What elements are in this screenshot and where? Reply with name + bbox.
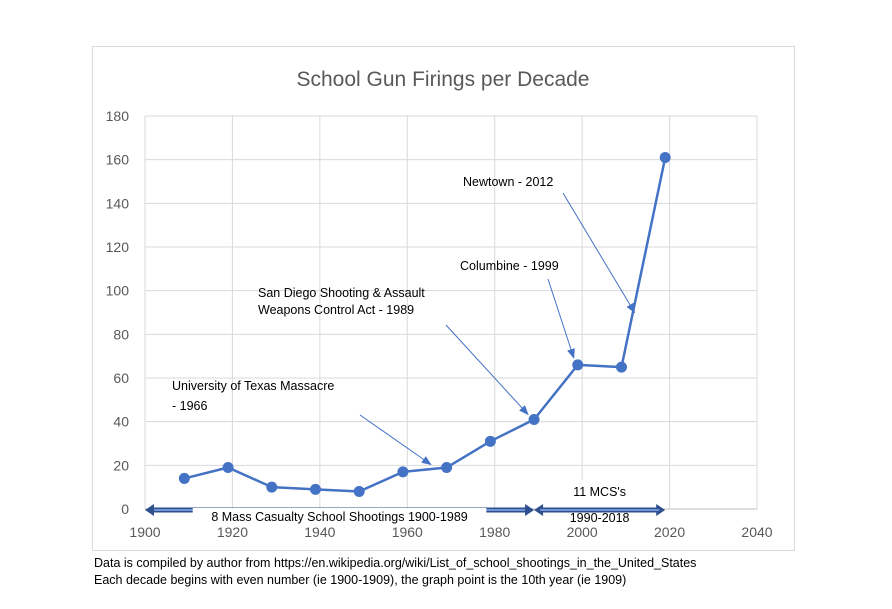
- x-tick-label: 2000: [567, 524, 598, 540]
- y-tick-label: 160: [106, 152, 130, 168]
- chart-frame: [92, 46, 795, 551]
- data-point: [572, 359, 584, 371]
- range-label-bg: [561, 480, 638, 524]
- annotation-label: - 1966: [172, 399, 207, 413]
- y-tick-label: 20: [113, 457, 129, 473]
- data-point: [441, 462, 453, 474]
- y-tick-label: 100: [106, 283, 130, 299]
- annotation-label: University of Texas Massacre: [172, 379, 334, 393]
- y-tick-label: 60: [113, 370, 129, 386]
- annotation-arrow: [359, 414, 432, 466]
- annotation-label: San Diego Shooting & Assault: [258, 286, 425, 300]
- range-label-bg: [192, 508, 487, 524]
- y-tick-label: 140: [106, 195, 130, 211]
- data-point: [528, 413, 540, 425]
- data-point: [353, 486, 365, 498]
- source-note: Data is compiled by author from https://…: [94, 556, 697, 570]
- data-point: [615, 361, 627, 373]
- y-tick-label: 180: [106, 108, 130, 124]
- y-tick-label: 0: [121, 501, 129, 517]
- range-label: 1990-2018: [570, 511, 630, 525]
- x-tick-label: 1980: [479, 524, 510, 540]
- range-arrow-head-left: [534, 504, 544, 516]
- data-point: [659, 151, 671, 163]
- data-point: [266, 481, 278, 493]
- range-label: 11 MCS's: [573, 485, 626, 499]
- x-tick-label: 2040: [741, 524, 772, 540]
- series-line: [184, 157, 667, 493]
- range-label: 8 Mass Casualty School Shootings 1900-19…: [211, 510, 467, 524]
- data-point: [309, 483, 321, 495]
- data-point: [178, 472, 190, 484]
- chart-title: School Gun Firings per Decade: [297, 68, 590, 91]
- y-tick-label: 80: [113, 326, 129, 342]
- data-point: [222, 462, 234, 474]
- x-tick-label: 1940: [304, 524, 335, 540]
- x-tick-label: 1900: [129, 524, 160, 540]
- y-tick-label: 120: [106, 239, 130, 255]
- annotation-arrow: [445, 324, 529, 416]
- data-point: [484, 435, 496, 447]
- annotation-label: Newtown - 2012: [463, 175, 553, 189]
- annotation-arrow: [547, 278, 575, 359]
- range-arrow-head-right: [656, 504, 666, 516]
- x-tick-label: 2020: [654, 524, 685, 540]
- decade-note: Each decade begins with even number (ie …: [94, 573, 627, 587]
- x-tick-label: 1960: [392, 524, 423, 540]
- y-tick-label: 40: [113, 414, 129, 430]
- annotation-label: Weapons Control Act - 1989: [258, 303, 414, 317]
- annotation-arrow: [562, 192, 636, 314]
- annotation-label: Columbine - 1999: [460, 259, 559, 273]
- range-arrow-head-right: [525, 504, 535, 516]
- range-arrow-head-left: [145, 504, 154, 516]
- x-tick-label: 1920: [217, 524, 248, 540]
- data-point: [397, 466, 409, 478]
